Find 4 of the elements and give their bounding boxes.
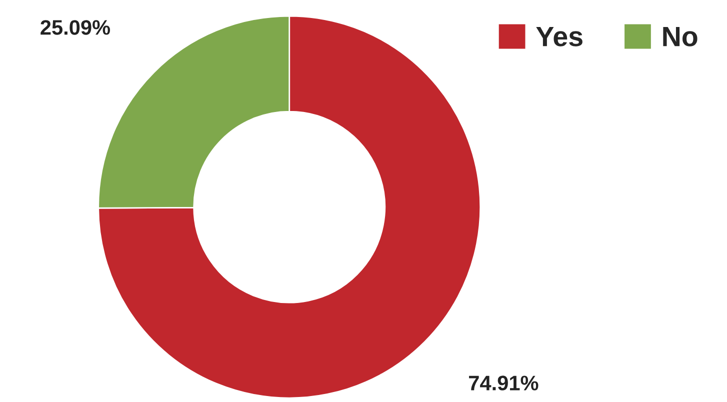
data-label: 74.91% [469,376,538,390]
legend-label: No [663,27,698,46]
data-label: 25.09% [40,20,110,35]
legend-label: Yes [536,27,582,46]
